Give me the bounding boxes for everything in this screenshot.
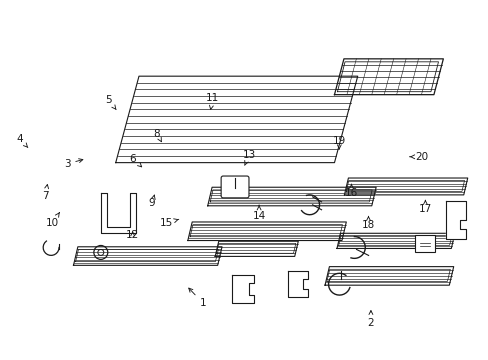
Polygon shape [101,193,136,233]
Polygon shape [73,247,222,265]
Text: 9: 9 [148,195,155,208]
Text: 14: 14 [252,205,265,221]
Text: 2: 2 [367,311,373,328]
Text: 3: 3 [63,159,82,169]
FancyBboxPatch shape [221,176,248,198]
Text: 12: 12 [126,230,139,240]
Text: 5: 5 [105,95,116,110]
Text: 16: 16 [344,184,357,198]
Text: 1: 1 [188,288,206,308]
Text: 20: 20 [409,152,427,162]
Text: 15: 15 [160,218,179,228]
Text: 8: 8 [153,129,161,142]
Polygon shape [325,267,453,285]
Text: 17: 17 [418,201,431,213]
Text: 19: 19 [332,136,345,149]
Text: 6: 6 [129,154,142,167]
Text: 13: 13 [242,150,255,165]
Polygon shape [287,271,307,297]
Polygon shape [116,76,357,163]
Polygon shape [344,178,467,195]
Polygon shape [232,275,253,303]
Polygon shape [207,187,375,206]
Polygon shape [187,222,346,240]
Text: 10: 10 [46,213,59,228]
FancyBboxPatch shape [414,235,434,252]
Text: 4: 4 [17,134,28,148]
Polygon shape [334,59,443,95]
Polygon shape [215,241,298,256]
Text: 18: 18 [361,217,374,230]
Text: 11: 11 [206,93,219,109]
Polygon shape [445,201,465,239]
Polygon shape [336,233,454,248]
Text: 7: 7 [42,185,48,201]
